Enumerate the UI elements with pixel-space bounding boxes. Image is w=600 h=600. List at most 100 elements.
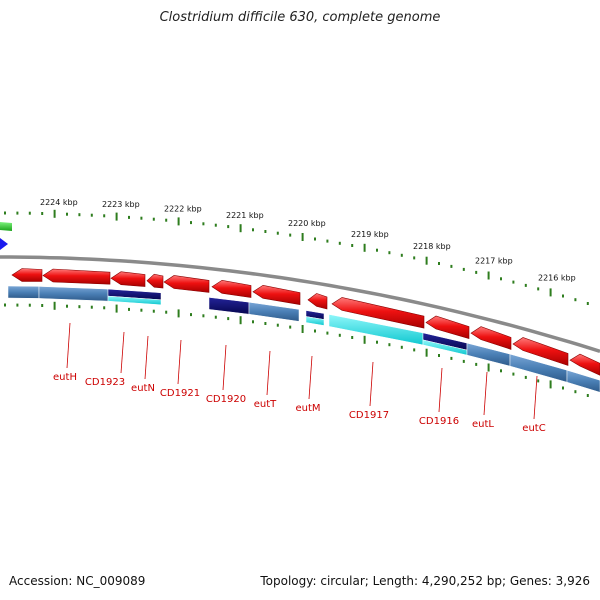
kbp-tick-label: 2224 kbp — [40, 198, 78, 207]
inner-tick-mark — [103, 306, 106, 310]
inner-tick-mark — [413, 348, 416, 352]
gene-arrow — [569, 353, 600, 376]
gene-arrow — [146, 273, 164, 289]
gene-leader-line — [66, 322, 71, 369]
inner-tick-mark — [438, 354, 440, 357]
outer-tick-mark — [425, 256, 428, 265]
cds-track — [7, 285, 600, 393]
outer-tick-mark — [289, 233, 292, 237]
cds-segment — [107, 295, 162, 306]
outer-tick-mark — [549, 288, 552, 297]
outer-tick-mark — [438, 262, 440, 265]
gene-label: eutC — [522, 423, 545, 434]
inner-tick-mark — [425, 348, 428, 357]
outer-tick-mark — [562, 294, 564, 298]
inner-tick-mark — [214, 315, 217, 319]
inner-tick-mark — [90, 305, 93, 309]
outer-tick-mark — [537, 287, 540, 291]
kbp-scale: 2224 kbp 2223 kbp 2222 kbp 2221 kbp 2220 kbp… — [40, 198, 576, 282]
outer-tick-mark — [500, 277, 502, 281]
inner-tick-mark — [574, 390, 577, 394]
cds-segment — [566, 369, 600, 393]
outer-tick-mark — [574, 298, 577, 302]
cds-segment — [208, 297, 250, 315]
outer-tick-mark — [128, 215, 130, 219]
gene-label: CD1917 — [349, 410, 389, 421]
outer-tick-mark — [152, 217, 155, 221]
outer-tick-mark — [462, 267, 465, 271]
inner-tick-mark — [388, 343, 391, 347]
inner-tick-ring — [4, 301, 589, 397]
inner-tick-mark — [16, 303, 19, 307]
outer-tick-mark — [239, 224, 242, 233]
inner-tick-mark — [450, 356, 453, 360]
inner-tick-mark — [326, 331, 329, 335]
map-title: Clostridium difficile 630, complete geno… — [159, 10, 441, 25]
cds-segment — [305, 316, 325, 326]
inner-tick-mark — [190, 313, 192, 317]
inner-tick-mark — [376, 340, 378, 344]
outer-tick-mark — [400, 253, 403, 257]
inner-tick-mark — [177, 309, 180, 318]
outer-tick-mark — [53, 209, 56, 218]
inner-tick-mark — [276, 323, 279, 327]
inner-tick-mark — [227, 317, 230, 321]
outer-tick-mark — [388, 251, 391, 255]
gene-track — [11, 268, 600, 376]
gene-leader-line — [222, 344, 227, 391]
outer-tick-mark — [103, 214, 106, 218]
gene-leader-line — [120, 331, 125, 374]
gene-arrow — [425, 315, 470, 339]
outer-tick-mark — [227, 225, 230, 229]
inner-tick-mark — [487, 363, 490, 372]
inner-tick-mark — [338, 333, 341, 337]
gene-arrow — [252, 284, 301, 305]
partial-gene-blue-arrow — [0, 238, 8, 250]
inner-tick-mark — [301, 325, 304, 333]
gene-arrow — [470, 326, 512, 350]
gene-arrow — [211, 279, 252, 298]
gene-leader-line — [533, 375, 538, 420]
outer-tick-mark — [28, 211, 31, 215]
outer-tick-mark — [165, 218, 168, 222]
accession-label: Accession: NC_009089 — [9, 574, 146, 588]
gene-leader-line — [177, 339, 182, 385]
kbp-tick-label: 2223 kbp — [102, 200, 140, 209]
inner-tick-mark — [363, 335, 366, 344]
inner-tick-mark — [475, 362, 478, 366]
gene-label: CD1921 — [160, 388, 200, 399]
gene-label: CD1920 — [206, 394, 246, 405]
inner-tick-mark — [500, 369, 502, 373]
gene-arrow — [307, 293, 328, 310]
outer-tick-ring — [4, 209, 589, 305]
cds-segment — [248, 301, 300, 322]
gene-label: eutM — [295, 403, 320, 414]
gene-label: eutT — [254, 399, 277, 410]
gene-label: CD1916 — [419, 416, 459, 427]
inner-tick-mark — [165, 310, 168, 314]
inner-tick-mark — [41, 304, 44, 307]
genome-backbone — [0, 255, 600, 353]
outer-tick-mark — [512, 280, 515, 284]
inner-tick-mark — [152, 309, 155, 313]
outer-tick-mark — [78, 213, 81, 217]
gene-label: CD1923 — [85, 377, 125, 388]
inner-tick-mark — [562, 386, 564, 390]
gene-arrow — [331, 297, 425, 329]
inner-tick-mark — [512, 372, 515, 376]
outer-tick-mark — [190, 221, 192, 225]
outer-tick-mark — [351, 244, 354, 247]
cds-segment — [7, 285, 40, 299]
kbp-tick-label: 2216 kbp — [538, 273, 576, 282]
outer-tick-mark — [413, 256, 416, 260]
cds-segment — [38, 286, 109, 302]
outer-tick-mark — [338, 241, 341, 245]
gene-leader-line — [483, 371, 488, 416]
kbp-tick-label: 2222 kbp — [164, 205, 202, 214]
outer-tick-mark — [301, 233, 304, 241]
inner-tick-mark — [314, 329, 316, 333]
inner-tick-mark — [202, 314, 205, 318]
outer-tick-mark — [16, 211, 19, 215]
inner-tick-mark — [549, 380, 552, 389]
kbp-tick-label: 2220 kbp — [288, 219, 326, 228]
